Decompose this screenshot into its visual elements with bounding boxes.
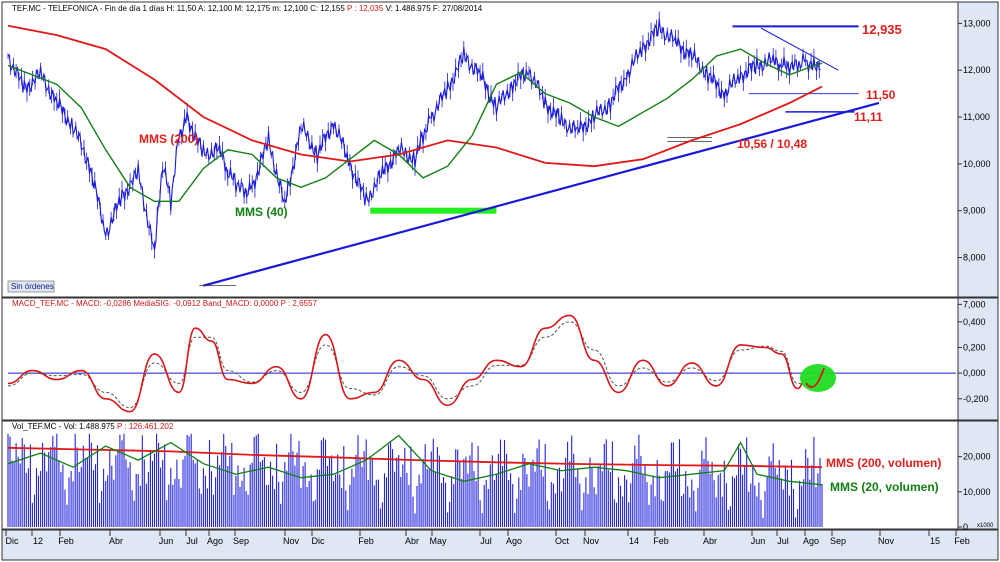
xtick-label: Abr <box>405 536 419 546</box>
macd-ytick-label: -0,200 <box>963 394 989 404</box>
xtick-label: 14 <box>629 536 639 546</box>
vol-mms200-label: MMS (200, volumen) <box>826 456 941 470</box>
volume-header: Vol_TEF.MC - Vol: 1.488.975 P : 126.461.… <box>12 422 174 431</box>
level-1150-label: 11,50 <box>866 88 896 102</box>
xtick-label: Dic <box>6 536 19 546</box>
level-1111-label: 11,11 <box>854 110 883 124</box>
macd-ytick-label: 0,200 <box>963 342 986 352</box>
volume-yaxis-bg <box>957 420 999 530</box>
macd-signal-line <box>7 321 822 409</box>
orders-badge[interactable]: Sin órdenes <box>11 282 54 291</box>
macd-header: MACD_TEF.MC - MACD: -0,0286 MediaSIG: -0… <box>12 299 317 308</box>
downtrend-line <box>760 27 839 71</box>
macd-ytick-label: 0,000 <box>963 368 986 378</box>
price-ytick-label: 13,000 <box>963 18 991 28</box>
level-1056-label: 10,56 / 10,48 <box>737 137 807 151</box>
xtick-label: Jul <box>777 536 789 546</box>
price-panel-frame <box>1 1 959 298</box>
price-ytick-label: 8,000 <box>963 253 986 263</box>
price-ytick-label: 10,000 <box>963 159 991 169</box>
xtick-label: Oct <box>555 536 570 546</box>
xtick-label: Nov <box>583 536 600 546</box>
xtick-label: Sep <box>830 536 846 546</box>
mms40-line <box>7 48 823 203</box>
xtick-label: Jul <box>186 536 198 546</box>
xaxis-bg <box>1 529 999 561</box>
macd-yaxis-bg <box>957 297 999 421</box>
xtick-label: Feb <box>58 536 74 546</box>
vol-ytick-label: 0 <box>963 522 968 532</box>
vol-ytick-label: 20,000 <box>963 452 991 462</box>
xtick-label: Abr <box>703 536 717 546</box>
axes: 13,000 12,000 11,000 10,000 9,000 8,000 7,000 0… <box>5 18 994 546</box>
macd-highlight <box>800 364 836 392</box>
macd-ytick-label: 0,400 <box>963 317 986 327</box>
xtick-label: Dic <box>312 536 325 546</box>
xtick-label: Feb <box>358 536 374 546</box>
xtick-label: Nov <box>878 536 895 546</box>
volume-plot: MMS (200, volumen) MMS (20, volumen) <box>7 433 941 527</box>
xtick-label: 12 <box>33 536 43 546</box>
xtick-label: May <box>429 536 447 546</box>
price-ytick-label: 7,000 <box>963 299 986 309</box>
xtick-label: Nov <box>283 536 300 546</box>
mms200-line <box>7 24 823 168</box>
vol-mms20-line <box>7 434 823 486</box>
xtick-label: 15 <box>930 536 940 546</box>
price-yaxis-bg <box>957 1 999 298</box>
macd-panel-frame <box>1 297 959 421</box>
macd-highlight-curve <box>805 367 825 388</box>
volume-panel-frame <box>1 420 959 530</box>
vol-mms20-label: MMS (20, volumen) <box>830 480 939 494</box>
xtick-label: Abr <box>109 536 123 546</box>
mms200-label: MMS (200) <box>139 132 198 146</box>
level-12935-label: 12,935 <box>862 22 902 37</box>
xtick-label: Jun <box>751 536 766 546</box>
uptrend-line <box>203 101 880 287</box>
price-ytick-label: 11,000 <box>963 112 990 122</box>
xtick-label: Jul <box>480 536 492 546</box>
price-plot: MMS (200) MMS (40) 12,935 11,50 11,11 10,56 /… <box>7 11 902 287</box>
mms40-label: MMS (40) <box>235 205 288 219</box>
orders-badge-box[interactable] <box>7 280 55 293</box>
xtick-label: Ago <box>803 536 819 546</box>
support-band <box>370 207 497 214</box>
xtick-label: Ago <box>207 536 223 546</box>
price-ytick-label: 9,000 <box>963 206 986 216</box>
macd-plot <box>7 314 956 413</box>
price-ytick-label: 12,000 <box>963 65 991 75</box>
macd-line <box>7 314 823 413</box>
price-header: TEF.MC - TELEFONICA - Fin de día 1 días … <box>12 4 483 13</box>
xtick-label: Feb <box>653 536 669 546</box>
xtick-label: Sep <box>233 536 249 546</box>
xtick-label: Jun <box>159 536 174 546</box>
vol-ytick-label: 10,000 <box>963 487 991 497</box>
vol-unit-label: x1000 <box>977 523 994 529</box>
vol-mms200-line <box>7 446 823 469</box>
xtick-label: Ago <box>506 536 522 546</box>
xtick-label: Feb <box>954 536 970 546</box>
